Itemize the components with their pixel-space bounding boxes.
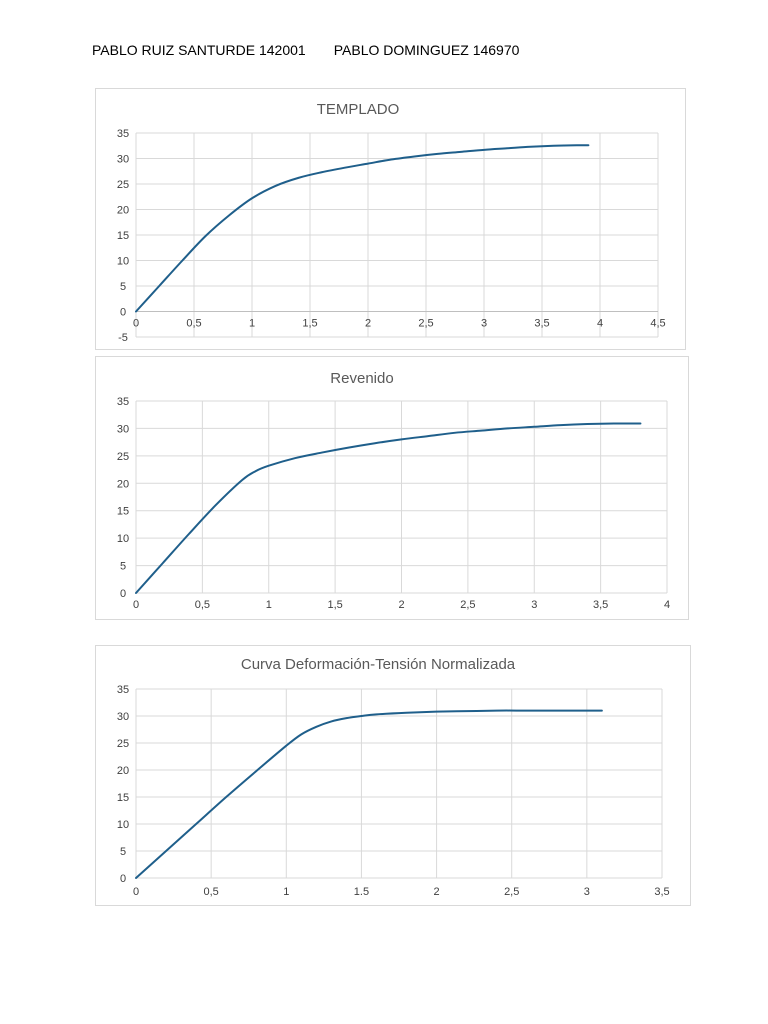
x-tick-label: 1 <box>266 599 272 611</box>
x-tick-label: 3,5 <box>593 599 608 611</box>
y-tick-label: 30 <box>117 154 129 166</box>
x-tick-label: 1,5 <box>327 599 342 611</box>
y-tick-label: 20 <box>117 205 129 217</box>
chart-revenido: Revenido 0 5 10 15 20 25 30 35 0 0,5 1 1,5 2 2,5 3 3,5 4 <box>117 370 670 611</box>
x-tick-label: 1.5 <box>354 886 369 898</box>
series-line <box>135 709 603 879</box>
y-tick-label: 5 <box>120 561 126 573</box>
x-tick-label: 0,5 <box>203 886 218 898</box>
y-tick-label: 30 <box>117 423 129 435</box>
x-tick-label: 3,5 <box>654 886 669 898</box>
y-tick-label: -5 <box>118 332 128 344</box>
y-tick-label: 30 <box>117 711 129 723</box>
x-tick-label: 0 <box>133 599 139 611</box>
x-tick-label: 2 <box>365 318 371 330</box>
x-tick-label: 4 <box>664 599 670 611</box>
y-tick-label: 5 <box>120 846 126 858</box>
y-tick-label: 35 <box>117 128 129 140</box>
series-line <box>135 144 590 313</box>
x-tick-label: 1 <box>283 886 289 898</box>
y-tick-label: 15 <box>117 506 129 518</box>
x-tick-label: 1 <box>249 318 255 330</box>
x-tick-label: 3 <box>584 886 590 898</box>
chart-title: Revenido <box>330 370 393 387</box>
y-tick-label: 25 <box>117 179 129 191</box>
chart-panel-revenido: Revenido 0 5 10 15 20 25 30 35 0 0,5 1 1,5 2 2,5 3 3,5 4 <box>95 356 689 620</box>
x-tick-label: 4,5 <box>650 318 665 330</box>
y-tick-label: 10 <box>117 533 129 545</box>
x-tick-label: 0 <box>133 318 139 330</box>
y-tick-label: 35 <box>117 684 129 696</box>
x-tick-label: 4 <box>597 318 603 330</box>
x-tick-label: 2 <box>398 599 404 611</box>
x-tick-label: 0 <box>133 886 139 898</box>
y-tick-label: 10 <box>117 256 129 268</box>
x-tick-label: 3 <box>481 318 487 330</box>
x-tick-label: 3,5 <box>534 318 549 330</box>
x-tick-label: 2,5 <box>504 886 519 898</box>
y-tick-label: 25 <box>117 451 129 463</box>
x-tick-label: 3 <box>531 599 537 611</box>
chart-panel-templado: TEMPLADO -5 0 5 10 15 20 25 30 35 0 0,5 1 1,5 2 2,5 3 3,5… <box>95 88 686 350</box>
y-tick-label: 10 <box>117 819 129 831</box>
y-tick-label: 0 <box>120 307 126 319</box>
author-2: PABLO DOMINGUEZ 146970 <box>333 42 520 58</box>
y-tick-label: 15 <box>117 792 129 804</box>
y-tick-label: 20 <box>117 765 129 777</box>
header-authors: PABLO RUIZ SANTURDE 142001 PABLO DOMINGUE… <box>92 42 519 58</box>
x-tick-label: 2,5 <box>460 599 475 611</box>
chart-title: TEMPLADO <box>317 101 400 118</box>
chart-title: Curva Deformación-Tensión Normalizada <box>241 656 516 673</box>
y-tick-label: 0 <box>120 873 126 885</box>
series-line <box>135 422 642 594</box>
author-1: PABLO RUIZ SANTURDE 142001 <box>92 42 306 58</box>
x-tick-label: 1,5 <box>302 318 317 330</box>
chart-curva-normalizada: Curva Deformación-Tensión Normalizada 0 5 1… <box>117 656 670 898</box>
y-tick-label: 0 <box>120 588 126 600</box>
y-tick-label: 15 <box>117 230 129 242</box>
chart-panel-curva-normalizada: Curva Deformación-Tensión Normalizada 0 5 1… <box>95 645 691 906</box>
x-tick-label: 2,5 <box>418 318 433 330</box>
chart-templado: TEMPLADO -5 0 5 10 15 20 25 30 35 0 0,5 1 1,5 2 2,5 3 3,5… <box>117 101 666 344</box>
y-tick-label: 20 <box>117 478 129 490</box>
y-tick-label: 5 <box>120 281 126 293</box>
y-tick-label: 35 <box>117 396 129 408</box>
y-tick-label: 25 <box>117 738 129 750</box>
x-tick-label: 0,5 <box>186 318 201 330</box>
x-tick-label: 2 <box>434 886 440 898</box>
x-tick-label: 0,5 <box>195 599 210 611</box>
